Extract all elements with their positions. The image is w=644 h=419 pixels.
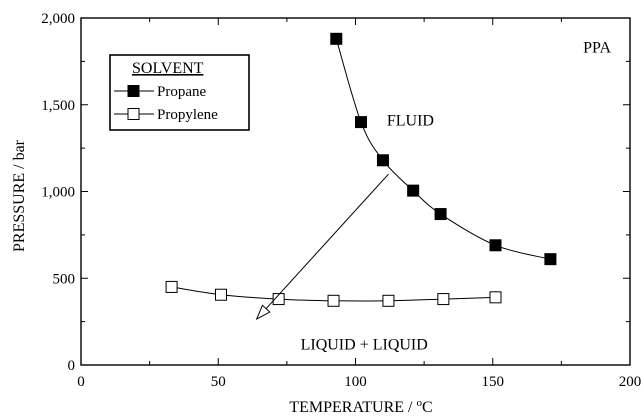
data-point-propylene [382, 294, 395, 307]
data-point-propylene [214, 288, 227, 301]
legend: SOLVENT Propane Propylene [109, 54, 250, 131]
data-point-propane [407, 184, 420, 197]
y-tick-label: 0 [68, 358, 76, 374]
markers [165, 32, 557, 307]
legend-marker-propylene [127, 108, 140, 120]
legend-title: SOLVENT [132, 60, 204, 77]
data-point-propylene [165, 280, 178, 293]
y-tick-label: 1,500 [41, 98, 75, 114]
data-point-propane [544, 253, 557, 266]
data-point-propane [354, 116, 367, 129]
x-axis-title-unit: C [422, 399, 433, 416]
y-tick-label: 1,000 [41, 185, 75, 201]
x-tick-label: 0 [77, 374, 85, 390]
x-tick-label: 200 [619, 374, 642, 390]
x-tick-label: 150 [482, 374, 505, 390]
data-point-propane [489, 239, 502, 252]
y-axis-title: PRESSURE / bar [11, 139, 28, 252]
x-axis-title: TEMPERATURE / oC [289, 397, 432, 416]
y-tick-label: 500 [53, 271, 76, 287]
data-point-propylene [489, 291, 502, 304]
data-point-propane [376, 154, 389, 167]
x-axis-title-degree: o [416, 397, 422, 409]
arrow-shaft [265, 173, 389, 310]
legend-marker-propane [127, 85, 140, 97]
x-axis-title-prefix: TEMPERATURE / [289, 399, 416, 416]
axes: 0 50 100 150 200 0 500 1,000 1,500 2,000 [41, 11, 641, 390]
data-point-propane [330, 32, 343, 45]
series-line-propane [335, 38, 551, 260]
annotation-label: FLUID [387, 113, 434, 130]
annotation-label: PPA [583, 40, 611, 57]
annotation-label: LIQUID + LIQUID [301, 336, 428, 353]
y-tick-label: 2,000 [41, 11, 75, 27]
annotations: PPA FLUID LIQUID + LIQUID [255, 40, 611, 353]
data-point-propane [434, 208, 447, 221]
x-tick-label: 100 [344, 374, 367, 390]
x-tick-label: 50 [211, 374, 226, 390]
data-point-propylene [272, 293, 285, 306]
data-point-propylene [437, 293, 450, 306]
legend-label-propylene: Propylene [157, 107, 218, 123]
data-point-propylene [327, 294, 340, 307]
arrow-head [255, 304, 271, 321]
legend-label-propane: Propane [157, 84, 206, 100]
